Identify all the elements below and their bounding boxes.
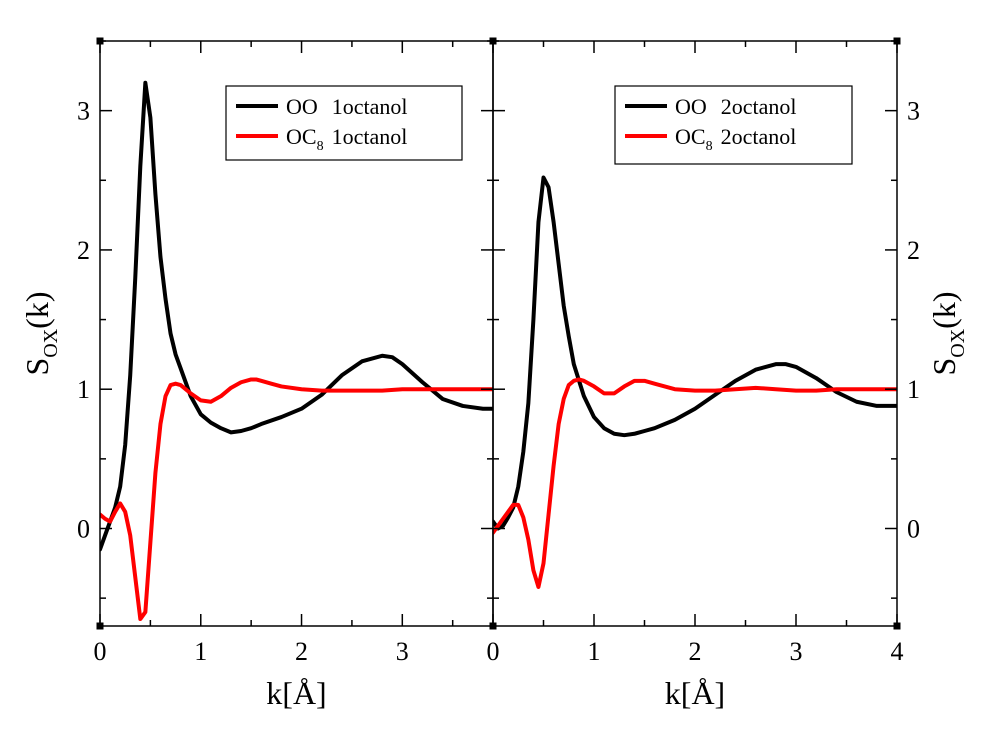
x-tick-label: 4 [891,637,904,666]
legend-label-subscript: 8 [317,139,324,154]
y-axis-label: SOX(k) [19,292,62,376]
legend-label-main: OC [675,124,706,149]
x-axis-label: k[Å] [665,675,725,711]
y-tick-label: 0 [907,515,920,544]
legend-label-subscript: 8 [706,139,713,154]
x-tick-label: 3 [396,637,409,666]
legend-box [614,85,853,165]
legend-box [225,85,463,161]
y-tick-label: 1 [77,375,90,404]
legend-label-oc8: OC8 2octanol [675,124,796,154]
y-axis-label-subscript: OX [947,328,969,357]
panel-left: 0 1 2 3 0 1 2 3 k[Å] SOX(k) OO 1octanol OC8 1octanol [19,37,497,711]
legend-label-suffix: 1octanol [332,124,408,149]
y-axis-label-main: S [19,358,55,376]
legend-label-main: OO [675,94,707,119]
series-line-oo-left [100,80,493,552]
x-tick-label: 1 [194,637,207,666]
legend-label-suffix: 2octanol [721,94,797,119]
x-tick-label: 0 [94,637,107,666]
y-tick-label: 1 [907,375,920,404]
y-tick-label: 2 [907,236,920,265]
series-line-oo-right [493,175,897,531]
y-axis-label: SOX(k) [926,292,969,376]
x-tick-label: 0 [487,637,500,666]
y-axis-label-suffix: (k) [19,292,55,329]
legend-label-suffix: 2octanol [721,124,797,149]
x-tick-label: 1 [588,637,601,666]
legend-right: OO 2octanol OC8 2octanol [614,85,853,165]
x-tick-label: 3 [790,637,803,666]
legend-label-main: OC [286,124,317,149]
y-tick-label: 0 [77,515,90,544]
panel-right: 0 1 2 3 4 0 1 2 3 k[Å] SOX(k) OO 2octanol OC8 2octanol [487,37,969,711]
x-tick-label: 2 [295,637,308,666]
y-tick-label: 3 [907,97,920,126]
legend-label-suffix: 1octanol [332,94,408,119]
legend-label-oo: OO 2octanol [675,94,797,119]
series-line-oc8-right [493,377,897,589]
series-line-oc8-left [100,377,493,622]
legend-label-oc8: OC8 1octanol [286,124,407,154]
y-axis-label-subscript: OX [40,328,62,357]
y-tick-label: 2 [77,236,90,265]
y-tick-label: 3 [77,97,90,126]
legend-label-oo: OO 1octanol [286,94,408,119]
x-axis-label: k[Å] [266,675,326,711]
y-axis-label-suffix: (k) [926,292,962,329]
legend-left: OO 1octanol OC8 1octanol [225,85,463,161]
legend-label-main: OO [286,94,318,119]
y-axis-label-main: S [926,358,962,376]
x-tick-label: 2 [689,637,702,666]
